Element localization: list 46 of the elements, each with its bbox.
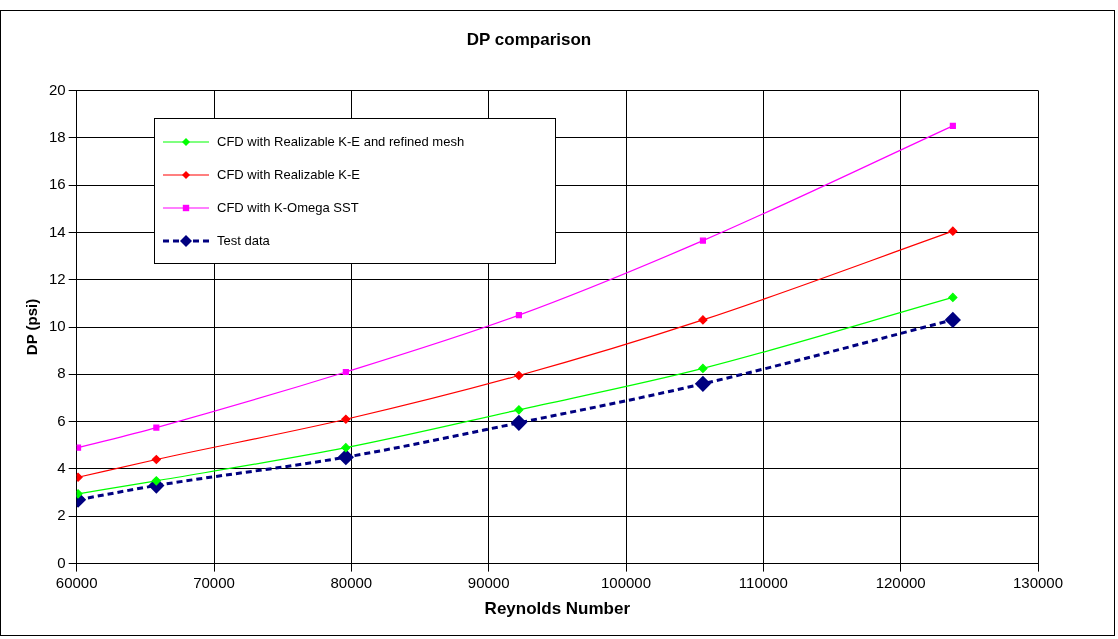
- x-tick-label: 80000: [330, 573, 373, 591]
- x-tick-label: 70000: [193, 573, 235, 591]
- y-tick-label: 8: [57, 364, 66, 382]
- y-tick-label: 2: [57, 506, 66, 524]
- y-tick-label: 6: [57, 411, 66, 429]
- x-tick-label: 130000: [1012, 573, 1064, 591]
- point: [514, 405, 524, 415]
- x-tick-label: 90000: [467, 573, 510, 591]
- y-tick-label: 4: [57, 459, 66, 477]
- point: [151, 476, 161, 486]
- y-tick-label: 20: [49, 80, 66, 98]
- point: [945, 312, 961, 328]
- legend-label: Test data: [217, 233, 270, 248]
- y-tick-label: 0: [57, 553, 66, 571]
- x-axis-title: Reynolds Number: [484, 599, 631, 619]
- point: [342, 368, 349, 376]
- y-axis-title: DP (psi): [23, 298, 41, 356]
- point: [511, 415, 527, 431]
- point: [948, 292, 958, 303]
- y-tick-label: 16: [49, 175, 66, 193]
- point: [153, 424, 160, 431]
- y-tick-label: 14: [49, 222, 66, 240]
- legend-label: CFD with Realizable K-E and refined mesh: [217, 134, 465, 149]
- point: [699, 237, 706, 244]
- point: [341, 414, 351, 424]
- x-tick-label: 120000: [875, 573, 926, 591]
- point: [514, 370, 524, 381]
- legend-label: CFD with K-Omega SST: [217, 200, 359, 215]
- y-tick-label: 10: [49, 317, 66, 335]
- point: [698, 363, 708, 374]
- point: [948, 226, 958, 236]
- point: [515, 312, 522, 319]
- legend-label: CFD with Realizable K-E: [217, 167, 361, 182]
- x-tick-label: 110000: [738, 573, 788, 591]
- point: [341, 443, 351, 453]
- point: [949, 122, 956, 129]
- point: [76, 444, 82, 451]
- x-tick-label: 60000: [55, 573, 98, 591]
- point: [151, 454, 161, 465]
- y-tick-label: 12: [49, 269, 66, 287]
- point: [338, 449, 354, 465]
- y-tick-label: 18: [49, 127, 66, 145]
- chart-title: DP comparison: [466, 29, 592, 49]
- x-tick-label: 100000: [600, 573, 652, 591]
- point: [698, 315, 708, 325]
- point: [695, 376, 711, 392]
